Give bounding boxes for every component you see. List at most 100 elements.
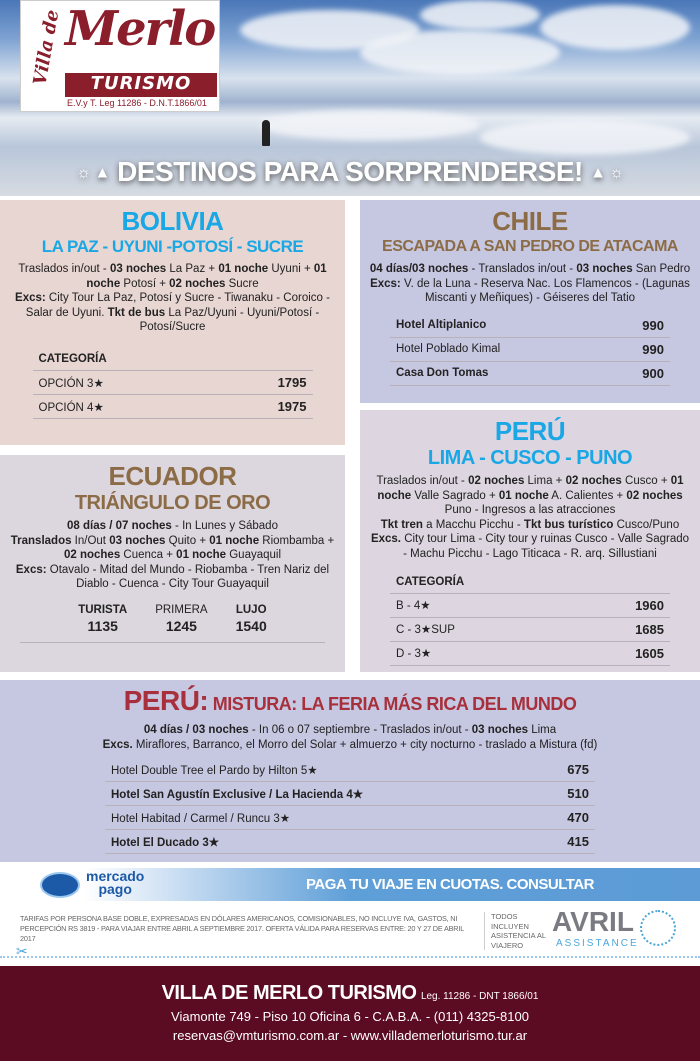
description-segment: 02 noches	[63, 549, 121, 561]
row-price: 1685	[567, 617, 670, 642]
ecuador-panel: ECUADOR TRIÁNGULO DE ORO 08 días / 07 no…	[0, 455, 345, 672]
peru-subtitle: LIMA - CUSCO - PUNO	[427, 447, 633, 469]
assistance-note: TODOS INCLUYEN ASISTENCIA AL VIAJERO	[484, 912, 554, 950]
description-segment: Traslados in/out -	[376, 475, 469, 487]
category-price: TURISTA 1135	[78, 604, 127, 634]
footer-contact[interactable]: reservas@vmturismo.com.ar - www.villadem…	[172, 1028, 528, 1043]
row-price: 510	[539, 781, 595, 806]
footer-legal: Leg. 11286 - DNT 1866/01	[420, 991, 539, 1002]
description-segment: Cuenca +	[120, 549, 177, 561]
row-price: 675	[539, 758, 595, 782]
category-name: LUJO	[235, 603, 267, 616]
description-segment: Quito +	[165, 534, 210, 547]
row-price: 1975	[215, 394, 313, 419]
description-segment: 01 noche	[86, 263, 327, 290]
description-segment: 03 noches	[109, 534, 166, 547]
description-segment: Cusco +	[621, 475, 671, 487]
price-row: Hotel Double Tree el Pardo by Hilton 5★ 6…	[105, 758, 595, 782]
description-segment: City Tour La Paz, Potosí y Sucre - Tiwan…	[25, 292, 330, 319]
slogan: ☼ ▲ DESTINOS PARA SORPRENDERSE! ▲ ☼	[0, 156, 700, 188]
banner-text: PAGA TU VIAJE EN CUOTAS. CONSULTAR	[305, 876, 595, 893]
bolivia-description: Traslados in/out - 03 noches La Paz + 01…	[0, 262, 345, 335]
description-segment: San Pedro	[632, 263, 691, 275]
description-segment: V. de la Luna - Reserva Nac. Los Flamenc…	[400, 277, 690, 305]
description-segment: - In 06 o 07 septiembre - Traslados in/o…	[248, 724, 472, 736]
table-header: CATEGORÍA	[32, 348, 313, 371]
price-row: Hotel Altiplanico 990	[390, 313, 670, 338]
row-price: 1605	[567, 641, 670, 666]
row-price: 1960	[567, 593, 670, 618]
description-segment: 02 noches	[565, 475, 622, 487]
mistura-panel: PERÚ: MISTURA: LA FERIA MÁS RICA DEL MUN…	[0, 680, 700, 862]
mistura-description: 04 días / 03 noches - In 06 o 07 septiem…	[0, 723, 700, 752]
price-row: Hotel El Ducado 3★ 415	[105, 829, 595, 854]
price-row: OPCIÓN 4★ 1975	[32, 394, 313, 419]
avril-logo: AVRIL	[552, 906, 634, 937]
cut-line	[0, 956, 700, 958]
description-segment: Tkt de bus	[107, 306, 166, 319]
price-row: Hotel San Agustín Exclusive / La Haciend…	[105, 781, 595, 806]
description-segment: Translados	[10, 534, 72, 547]
price-row: Casa Don Tomas 900	[390, 361, 670, 386]
ecuador-description: 08 días / 07 noches - In Lunes y Sábado T…	[0, 519, 345, 592]
description-segment: Puno - Ingresos a las atracciones	[444, 504, 616, 516]
description-segment: A. Calientes +	[548, 489, 627, 502]
row-name: Hotel Double Tree el Pardo by Hilton 5★	[105, 758, 540, 782]
description-segment: Valle Sagrado +	[411, 489, 499, 502]
mountain-icon: ▲ ☼	[590, 164, 624, 182]
payment-banner[interactable]: mercado pago PAGA TU VIAJE EN CUOTAS. CON…	[0, 868, 700, 901]
price-row: C - 3★SUP 1685	[390, 617, 670, 642]
bolivia-subtitle: LA PAZ - UYUNI -POTOSÍ - SUCRE	[41, 237, 304, 256]
description-segment: Otavalo - Mitad del Mundo - Riobamba - T…	[46, 563, 330, 591]
description-segment: Traslados in/out -	[18, 263, 110, 275]
category-price: LUJO 1540	[236, 604, 267, 634]
description-segment: Excs.	[102, 738, 133, 751]
peru-title: PERÚ	[494, 416, 566, 446]
globe-icon	[640, 910, 676, 946]
category-value: 1245	[165, 617, 197, 634]
row-price: 1795	[215, 370, 313, 395]
peru-description: Traslados in/out - 02 noches Lima + 02 n…	[360, 474, 700, 561]
description-segment: 02 noches	[468, 475, 525, 487]
row-name: Hotel San Agustín Exclusive / La Haciend…	[105, 781, 540, 806]
row-name: OPCIÓN 4★	[32, 394, 216, 419]
description-segment: 01 noche	[176, 549, 227, 561]
row-name: C - 3★SUP	[390, 617, 568, 642]
bolivia-price-table: CATEGORÍA OPCIÓN 3★ 1795 OPCIÓN 4★ 1975	[32, 348, 313, 419]
footer: VILLA DE MERLO TURISMO Leg. 11286 - DNT …	[0, 966, 700, 1061]
description-segment: In/Out	[71, 534, 110, 547]
logo-legal: E.V.y T. Leg 11286 - D.N.T.1866/01	[67, 98, 207, 108]
description-segment: Excs:	[370, 277, 401, 290]
row-name: Hotel Poblado Kimal	[390, 337, 608, 362]
row-name: OPCIÓN 3★	[32, 370, 216, 395]
chile-title: CHILE	[492, 206, 568, 236]
bolivia-title: BOLIVIA	[121, 206, 224, 236]
description-segment: Potosí +	[120, 277, 170, 290]
row-name: Hotel Habitad / Carmel / Runcu 3★	[105, 805, 540, 830]
description-segment: 03 noches	[471, 724, 529, 736]
description-segment: 02 noches	[169, 277, 226, 290]
description-segment: La Paz/Uyuni - Uyuni/Potosí - Potosí/Suc…	[139, 306, 320, 334]
price-row: D - 3★ 1605	[390, 641, 670, 666]
sun-icon: ☼ ▲	[76, 164, 110, 182]
description-segment: Cusco/Puno	[613, 518, 680, 531]
slogan-text: DESTINOS PARA SORPRENDERSE!	[117, 156, 583, 187]
footer-company-name: VILLA DE MERLO TURISMO	[161, 982, 417, 1004]
mercadopago-logo: mercado pago	[86, 868, 145, 897]
description-segment: Lima	[528, 724, 557, 736]
category-value: 1540	[235, 617, 267, 634]
price-row: B - 4★ 1960	[390, 593, 670, 618]
description-segment: City tour Lima - City tour y ruinas Cusc…	[401, 533, 690, 560]
chile-panel: CHILE ESCAPADA A SAN PEDRO DE ATACAMA 04…	[360, 200, 700, 403]
disclaimer: TARIFAS POR PERSONA BASE DOBLE, EXPRESAD…	[20, 914, 464, 943]
description-segment: 08 días / 07 noches	[67, 520, 172, 532]
mistura-price-table: Hotel Double Tree el Pardo by Hilton 5★ 6…	[105, 758, 595, 854]
description-segment: a Macchu Picchu -	[422, 518, 524, 531]
row-price: 990	[607, 337, 670, 362]
chile-description: 04 días/03 noches - Translados in/out - …	[360, 262, 700, 306]
price-row: OPCIÓN 3★ 1795	[32, 370, 313, 395]
description-segment: 04 días / 03 noches	[143, 724, 249, 736]
avril-logo-sub: ASSISTANCE	[556, 938, 639, 949]
row-name: D - 3★	[390, 641, 568, 666]
description-segment: - Translados in/out -	[468, 263, 577, 275]
